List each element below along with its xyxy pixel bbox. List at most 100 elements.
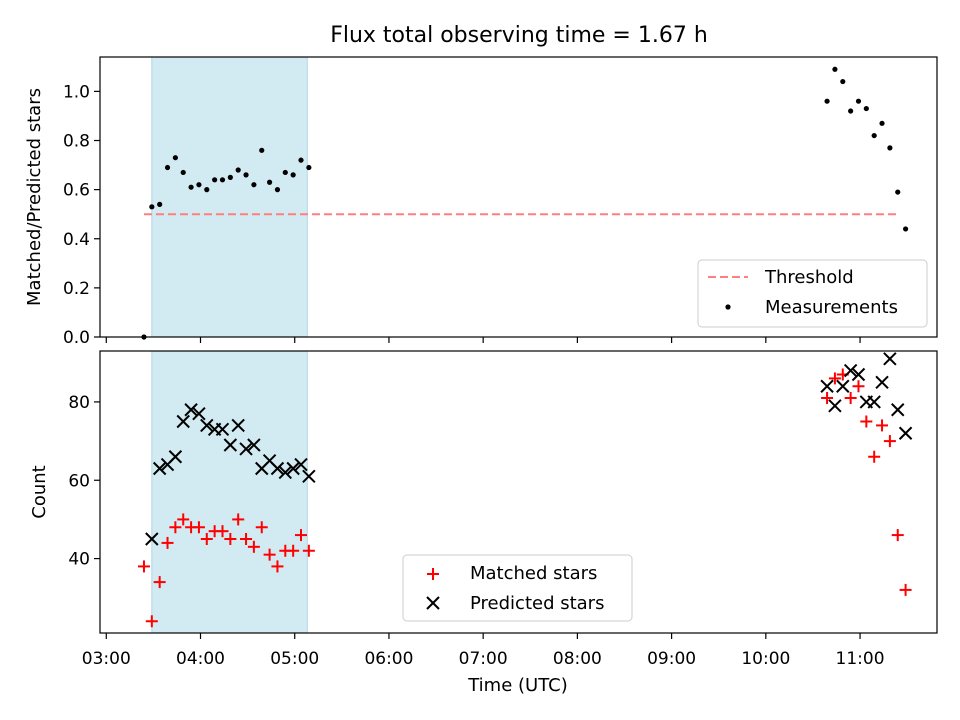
predicted-star-point	[168, 450, 183, 464]
predicted-star-point	[867, 395, 881, 409]
predicted-star-point	[200, 418, 214, 433]
matched-star-point	[216, 525, 229, 538]
x-tick-label: 04:00	[176, 649, 225, 669]
matched-star-point	[169, 521, 182, 534]
predicted-star-point	[883, 352, 897, 366]
bottom-axes-frame	[99, 350, 938, 634]
measurement-point	[259, 147, 265, 153]
matched-star-point	[224, 533, 237, 545]
measurement-point	[204, 187, 210, 193]
predicted-star-point	[215, 422, 230, 437]
chart-title: Flux total observing time = 1.67 h	[330, 23, 708, 48]
measurement-point	[219, 177, 226, 183]
matched-star-point	[852, 380, 865, 393]
matched-star-point	[200, 533, 213, 545]
matched-star-point	[844, 392, 857, 404]
x-tick-label: 10:00	[741, 649, 790, 669]
measurement-point	[227, 174, 233, 180]
matched-star-point	[161, 536, 174, 549]
predicted-star-point	[239, 442, 253, 456]
predicted-star-point	[828, 399, 842, 413]
measurement-point	[902, 226, 909, 232]
legend-predicted-marker	[426, 596, 440, 610]
x-tick-label: 03:00	[82, 649, 131, 669]
predicted-star-point	[851, 367, 866, 382]
matched-star-point	[145, 615, 158, 628]
matched-star-point	[255, 521, 268, 534]
matched-star-point	[271, 560, 284, 573]
predicted-star-point	[176, 414, 190, 429]
measurement-point	[149, 204, 155, 210]
matched-star-point	[153, 576, 166, 589]
measurement-point	[306, 164, 312, 171]
y-tick-label: 1.0	[63, 82, 90, 102]
matched-star-point	[899, 583, 912, 596]
matched-star-point	[302, 544, 315, 557]
matched-star-point	[295, 529, 308, 542]
measurement-point	[282, 169, 288, 176]
predicted-star-point	[294, 457, 308, 472]
matched-star-point	[263, 548, 276, 561]
y-tick-label: 0.6	[63, 181, 90, 201]
matched-star-point	[137, 560, 150, 573]
measurement-point	[290, 172, 296, 178]
matched-star-point	[192, 521, 205, 534]
shaded-interval	[151, 350, 308, 634]
measurement-point	[251, 182, 257, 188]
bottom-legend: Matched stars Predicted stars	[402, 554, 633, 622]
x-tick-label: 09:00	[647, 649, 696, 669]
top-axes-frame	[99, 56, 938, 338]
y-tick-label: 60	[68, 471, 90, 491]
measurement-point	[180, 169, 186, 176]
matched-star-point	[860, 415, 873, 428]
legend-measurements-label: Measurements	[765, 297, 898, 318]
predicted-star-point	[843, 363, 858, 378]
measurement-point	[188, 184, 194, 190]
measurement-point	[871, 132, 877, 139]
measurement-point	[243, 172, 249, 178]
predicted-star-point	[231, 418, 245, 433]
legend-measurements-marker	[725, 304, 731, 310]
legend-matched-label: Matched stars	[470, 563, 597, 584]
predicted-star-point	[875, 375, 889, 390]
measurement-point	[887, 145, 893, 151]
matched-star-point	[821, 392, 834, 404]
x-tick-label: 06:00	[364, 649, 413, 669]
matched-star-point	[883, 435, 896, 448]
predicted-star-point	[223, 438, 238, 452]
y-tick-label: 0.2	[63, 279, 90, 299]
measurement-point	[235, 167, 241, 173]
matched-star-point	[240, 533, 253, 545]
measurement-point	[196, 182, 202, 188]
top-ylabel: Matched/Predicted stars	[24, 88, 45, 306]
predicted-star-point	[270, 461, 285, 476]
predicted-star-point	[145, 532, 159, 546]
measurement-point	[157, 201, 163, 207]
legend-matched-marker	[427, 568, 439, 580]
measurement-point	[212, 177, 218, 183]
predicted-star-point	[152, 461, 167, 476]
y-tick-label: 0.0	[63, 328, 90, 348]
top-panel: 0.0 0.2 0.4 0.6 0.8 1.0 Matched/Predicted sta…	[24, 56, 938, 348]
matched-star-point	[287, 544, 300, 557]
predicted-star-point	[898, 426, 913, 440]
bottom-panel: 40 60 80 03:00 04:00 05:00 06:00 07:00 08:00 09:…	[29, 350, 938, 696]
measurement-point	[863, 105, 869, 112]
predicted-star-point	[891, 403, 905, 417]
predicted-star-point	[278, 465, 293, 480]
measurement-point	[855, 98, 862, 104]
x-axis-label: Time (UTC)	[467, 675, 568, 696]
measurement-point	[298, 157, 304, 163]
predicted-star-point	[247, 438, 261, 452]
predicted-star-point	[836, 379, 850, 393]
y-tick-label: 40	[68, 550, 90, 570]
shaded-interval	[151, 56, 308, 338]
measurement-point	[266, 179, 273, 185]
matched-star-point	[828, 372, 841, 385]
y-tick-label: 80	[68, 393, 90, 413]
predicted-star-point	[302, 469, 316, 484]
y-tick-label: 0.8	[63, 132, 90, 152]
measurement-point	[274, 187, 281, 193]
matched-star-point	[891, 529, 904, 542]
legend-predicted-label: Predicted stars	[470, 593, 604, 614]
